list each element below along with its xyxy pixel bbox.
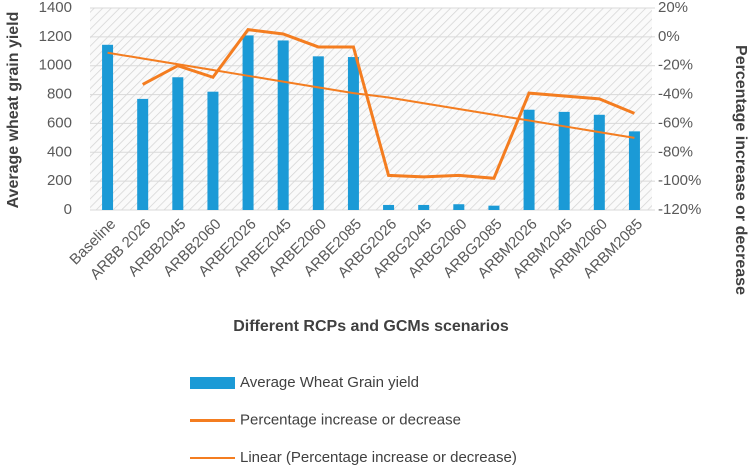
legend-label: Linear (Percentage increase or decrease) (240, 449, 517, 466)
legend-label: Percentage increase or decrease (240, 411, 461, 428)
y-tick-label: 1400 (39, 0, 72, 16)
y2-tick-label: -120% (658, 201, 701, 218)
y-tick-label: 400 (47, 143, 72, 160)
y-tick-label: 1200 (39, 28, 72, 45)
y-axis-title: Average wheat grain yield (5, 12, 22, 209)
bar (242, 35, 254, 210)
y-tick-label: 200 (47, 172, 72, 189)
bar (488, 205, 500, 210)
bar (312, 56, 324, 211)
y-tick-label: 0 (64, 201, 72, 218)
y-tick-label: 600 (47, 114, 72, 131)
bar (418, 204, 430, 210)
line (141, 28, 636, 180)
y2-tick-label: -60% (658, 114, 693, 131)
line (107, 51, 635, 139)
bar (383, 204, 395, 210)
bar (453, 204, 465, 210)
bar (628, 131, 640, 210)
y2-axis-title: Percentage increase or decrease (732, 45, 749, 295)
y2-tick-label: 0% (658, 28, 680, 45)
y-tick-label: 800 (47, 86, 72, 103)
bar (277, 40, 289, 210)
bar (207, 91, 219, 210)
bar (137, 98, 149, 210)
bar (102, 44, 114, 210)
x-axis-title: Different RCPs and GCMs scenarios (233, 318, 509, 335)
y-tick-label: 1000 (39, 57, 72, 74)
y2-tick-label: -40% (658, 86, 693, 103)
bar (172, 77, 184, 210)
y2-tick-label: -100% (658, 172, 701, 189)
bar (347, 57, 359, 210)
bar (593, 114, 605, 210)
legend-swatch (190, 377, 235, 389)
y2-tick-label: -80% (658, 143, 693, 160)
bar (558, 111, 570, 210)
y2-tick-label: 20% (658, 0, 688, 16)
bar (523, 109, 535, 210)
legend-label: Average Wheat Grain yield (240, 374, 419, 391)
y2-tick-label: -20% (658, 57, 693, 74)
